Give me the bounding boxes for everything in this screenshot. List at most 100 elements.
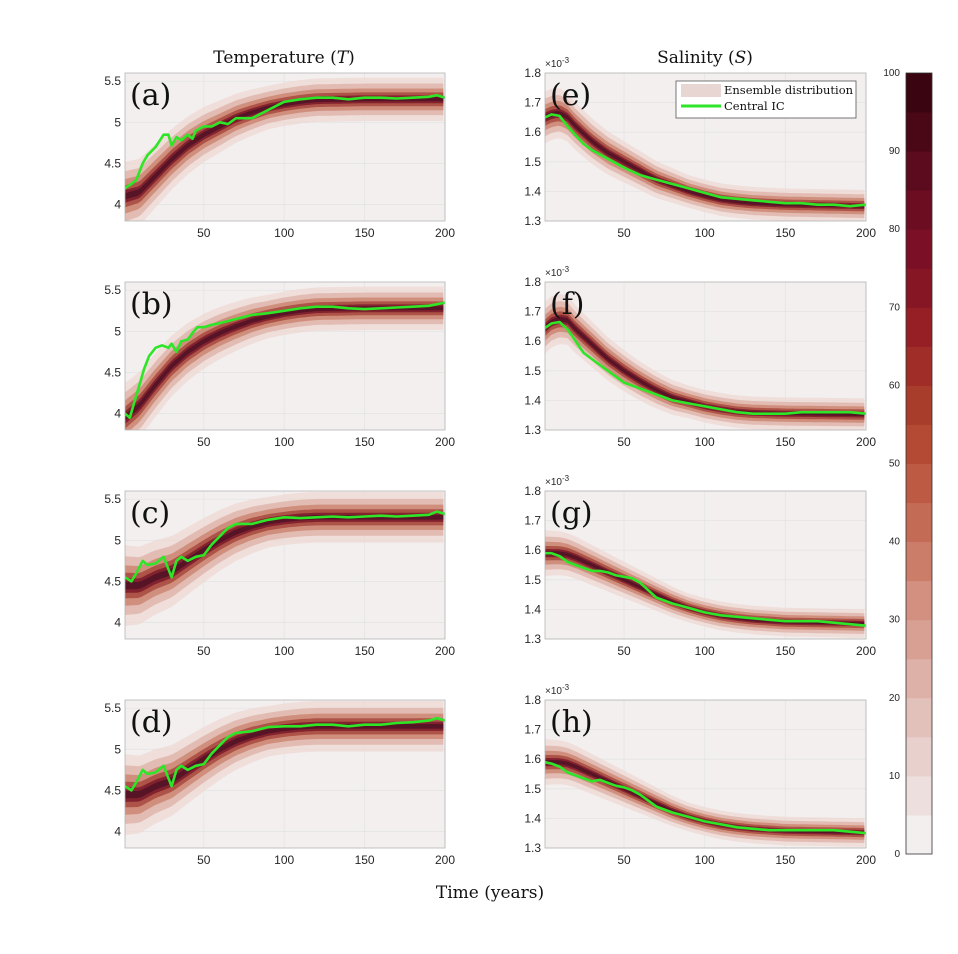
y-tick-label: 1.5 [524, 155, 541, 169]
y-tick-label: 5 [114, 533, 121, 547]
x-tick-label: 200 [856, 226, 876, 240]
y-tick-label: 5 [114, 115, 121, 129]
axes-box [124, 490, 446, 640]
x-tick-label: 150 [355, 435, 375, 449]
panel-label: (a) [130, 78, 171, 113]
colorbar-segment [906, 580, 932, 621]
panel-f: 50 100 150 200 1.3 1.4 1.5 1.6 1.7 1.8 ×10-3 (f) [524, 265, 876, 449]
legend: Ensemble distribution Central IC [675, 80, 857, 119]
ensemble-band-3 [545, 311, 865, 420]
y-tick-label: 1.3 [524, 214, 541, 228]
x-tick-label: 50 [617, 226, 631, 240]
y-tick-label: 5 [114, 324, 121, 338]
ensemble-band-3 [125, 301, 444, 429]
salinity-column-title: Salinity (S) [657, 48, 753, 68]
y-tick-label: 4.5 [104, 365, 121, 379]
ensemble-band-5 [545, 551, 865, 625]
panel-a: 50 100 150 200 4 4.5 5 5.5 (a) [104, 72, 455, 240]
legend-ensemble-label: Ensemble distribution [724, 83, 854, 97]
x-tick-label: 150 [355, 644, 375, 658]
panel-label: (f) [550, 287, 585, 322]
colorbar-segment [906, 502, 932, 543]
panel-label: (e) [550, 78, 591, 113]
colorbar-tick-label: 50 [889, 459, 901, 470]
colorbar-tick-label: 20 [889, 693, 901, 704]
x-tick-label: 150 [775, 226, 795, 240]
ensemble-band-2 [125, 504, 444, 606]
x-tick-label: 100 [695, 644, 715, 658]
ensemble-band-4 [125, 512, 444, 593]
colorbar-segment [906, 73, 932, 113]
ensemble-band-2 [125, 713, 444, 815]
y-tick-label: 5.5 [104, 74, 121, 88]
panel-d: 50 100 150 200 4 4.5 5 5.5 (d) [104, 699, 455, 867]
panel-label: (b) [130, 287, 173, 322]
axes-box [124, 281, 446, 431]
y-tick-label: 1.6 [524, 543, 541, 557]
temperature-column-title: Temperature (T) [213, 48, 354, 68]
y-exponent-label: ×10-3 [545, 265, 570, 279]
colorbar-tick-label: 30 [889, 615, 901, 626]
y-tick-label: 1.6 [524, 125, 541, 139]
colorbar-tick-label: 100 [883, 68, 900, 79]
y-tick-label: 4 [114, 198, 121, 212]
ensemble-band-1 [125, 83, 444, 221]
colorbar-segment [906, 112, 932, 152]
x-axis-label: Time (years) [436, 883, 544, 903]
x-tick-label: 50 [197, 435, 211, 449]
x-tick-label: 200 [435, 435, 455, 449]
ensemble-band-4 [125, 721, 444, 802]
y-tick-label: 1.8 [524, 275, 541, 289]
x-tick-label: 50 [197, 644, 211, 658]
colorbar-tick-label: 70 [889, 302, 901, 313]
x-tick-label: 100 [695, 853, 715, 867]
legend-central-ic-label: Central IC [724, 99, 785, 113]
y-exponent-label: ×10-3 [545, 56, 570, 70]
x-tick-label: 50 [197, 853, 211, 867]
y-tick-label: 1.6 [524, 334, 541, 348]
y-tick-label: 1.4 [524, 393, 541, 407]
ensemble-band-5 [545, 760, 865, 834]
central-ic-line [124, 716, 446, 792]
colorbar-segment [906, 658, 932, 699]
x-tick-label: 150 [355, 226, 375, 240]
y-exponent-label: ×10-3 [545, 474, 570, 488]
panel-label: (g) [550, 496, 593, 531]
y-tick-label: 1.3 [524, 841, 541, 855]
colorbar-segment [906, 229, 932, 269]
y-tick-label: 1.7 [524, 96, 541, 110]
central-ic-line [124, 510, 446, 583]
x-tick-label: 200 [435, 853, 455, 867]
central-ic-line [124, 301, 446, 419]
colorbar-segment [906, 151, 932, 191]
panel-label: (d) [130, 705, 173, 740]
colorbar-tick-label: 80 [889, 224, 901, 235]
colorbar-frame [905, 72, 933, 855]
y-tick-label: 1.5 [524, 364, 541, 378]
x-tick-label: 200 [856, 435, 876, 449]
x-tick-label: 200 [856, 853, 876, 867]
colorbar-segment [906, 541, 932, 582]
panel-label: (c) [130, 496, 170, 531]
y-tick-label: 1.3 [524, 423, 541, 437]
y-tick-label: 1.4 [524, 811, 541, 825]
colorbar-segment [906, 346, 932, 386]
x-tick-label: 50 [197, 226, 211, 240]
colorbar-tick-label: 0 [894, 849, 900, 860]
central-ic-line [545, 551, 867, 627]
y-tick-label: 1.3 [524, 632, 541, 646]
y-tick-label: 4.5 [104, 574, 121, 588]
colorbar-segment [906, 385, 932, 425]
x-tick-label: 200 [856, 644, 876, 658]
legend-ensemble-swatch [681, 84, 721, 97]
x-tick-label: 150 [355, 853, 375, 867]
y-tick-label: 1.5 [524, 782, 541, 796]
colorbar-tick-label: 60 [889, 380, 901, 391]
colorbar-tick-label: 40 [889, 537, 901, 548]
y-tick-label: 1.8 [524, 693, 541, 707]
colorbar-segment [906, 814, 932, 855]
x-tick-label: 100 [274, 853, 294, 867]
x-tick-label: 150 [775, 435, 795, 449]
axes-box [544, 281, 867, 431]
